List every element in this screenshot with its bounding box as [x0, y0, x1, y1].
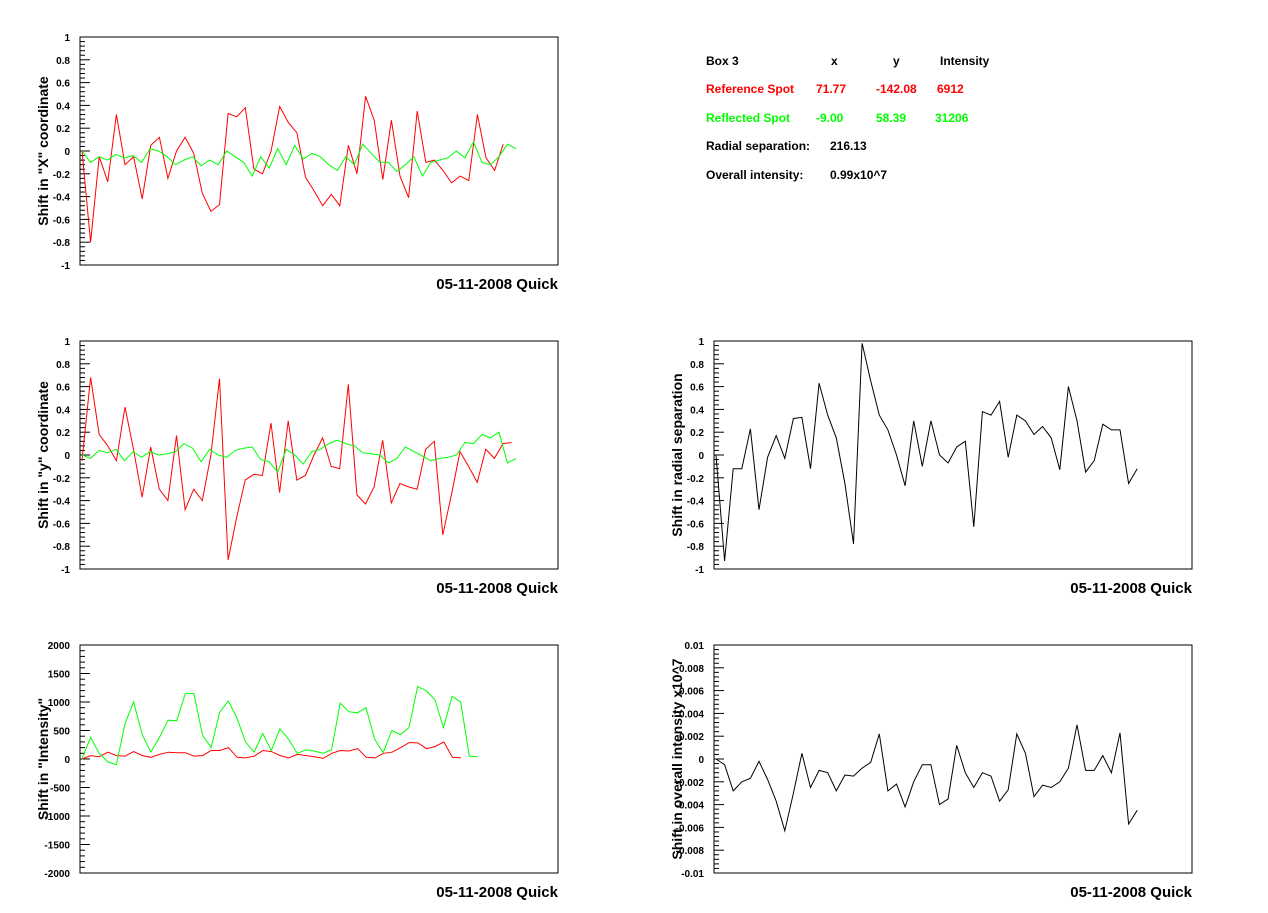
- y-tick-label: -0.006: [676, 823, 705, 834]
- series-line-reference: [81, 377, 512, 560]
- y-tick-label: 500: [53, 727, 70, 738]
- y-tick-label: 1: [64, 337, 70, 348]
- y-tick-label: 0: [64, 451, 70, 462]
- y-tick-label: 0: [698, 451, 704, 462]
- y-tick-label: 0.2: [56, 124, 70, 135]
- y-tick-label: -0.2: [53, 170, 71, 181]
- y-tick-label: -1: [695, 565, 704, 576]
- reflected-spot-y: 58.39: [876, 111, 906, 125]
- reference-spot-y: -142.08: [876, 82, 917, 96]
- reference-spot-label: Reference Spot: [706, 82, 794, 96]
- y-tick-label: 2000: [48, 641, 71, 652]
- y-tick-label: -0.004: [676, 801, 705, 812]
- date-footer: 05-11-2008 Quick: [436, 276, 558, 293]
- charts-group: 1 0.8 0.6 0.4 0.2 0 -0.2 -0.4 -0.6 -0.8 -1 Shift in…: [35, 33, 1193, 901]
- y-tick-label: 0.006: [679, 687, 704, 698]
- y-tick-label: 0.4: [56, 405, 70, 416]
- y-tick-label: 0.2: [56, 428, 70, 439]
- y-tick-label: -1: [61, 565, 70, 576]
- chart-radial_shift: 1 0.8 0.6 0.4 0.2 0 -0.2 -0.4 -0.6 -0.8 -1 Shift in…: [669, 337, 1193, 597]
- y-tick-label: -0.8: [53, 542, 71, 553]
- y-tick-label: 0.01: [685, 641, 705, 652]
- y-tick-label: 0.4: [56, 101, 70, 112]
- y-tick-label: 0.6: [56, 383, 70, 394]
- y-tick-label: 0.8: [56, 360, 70, 371]
- y-tick-label: -0.008: [676, 846, 705, 857]
- date-footer: 05-11-2008 Quick: [1070, 884, 1192, 901]
- y-tick-label: 0.2: [690, 428, 704, 439]
- y-tick-label: -0.4: [53, 497, 71, 508]
- y-tick-label: 0.002: [679, 732, 704, 743]
- y-tick-label: -0.002: [676, 778, 705, 789]
- y-tick-label: -0.4: [53, 193, 71, 204]
- y-tick-label: -0.2: [687, 474, 705, 485]
- chart-x_shift: 1 0.8 0.6 0.4 0.2 0 -0.2 -0.4 -0.6 -0.8 -1 Shift in…: [35, 33, 559, 293]
- y-axis-label: Shift in radial separation: [669, 373, 685, 536]
- radial-separation-label: Radial separation:: [706, 139, 810, 153]
- y-tick-label: -0.6: [53, 215, 71, 226]
- chart-overall_intensity_shift: 0.01 0.008 0.006 0.004 0.002 0 -0.002 -0.004 -0.…: [669, 641, 1193, 901]
- series-line-single: [715, 724, 1138, 833]
- info-header-intensity: Intensity: [940, 54, 990, 68]
- y-axis-label: Shift in "y" coordinate: [35, 381, 51, 529]
- y-tick-label: -0.8: [53, 238, 71, 249]
- info-header-y: y: [893, 54, 900, 68]
- info-header-box: Box 3: [706, 54, 739, 68]
- y-tick-label: 0.6: [690, 383, 704, 394]
- y-tick-label: -0.2: [53, 474, 71, 485]
- chart-y_shift: 1 0.8 0.6 0.4 0.2 0 -0.2 -0.4 -0.6 -0.8 -1 Shift in…: [35, 337, 559, 597]
- plot-frame: [79, 340, 559, 570]
- y-axis-label: Shift in overall intensity x10^7: [669, 658, 685, 859]
- radial-separation-value: 216.13: [830, 139, 867, 153]
- series-line-reflected: [81, 140, 517, 178]
- y-tick-label: 0.8: [56, 56, 70, 67]
- series-line-reflected: [81, 431, 517, 474]
- y-tick-label: -500: [50, 784, 70, 795]
- info-header-x: x: [831, 54, 838, 68]
- y-tick-label: -0.8: [687, 542, 705, 553]
- date-footer: 05-11-2008 Quick: [436, 884, 558, 901]
- y-tick-label: 0.8: [690, 360, 704, 371]
- reflected-spot-x: -9.00: [816, 111, 844, 125]
- y-tick-label: -0.6: [687, 519, 705, 530]
- y-tick-label: 0.008: [679, 664, 704, 675]
- reference-spot-intensity: 6912: [937, 82, 964, 96]
- y-tick-label: 0.004: [679, 709, 704, 720]
- y-tick-label: -0.01: [681, 869, 704, 880]
- y-tick-label: -1500: [44, 841, 70, 852]
- reflected-spot-intensity: 31206: [935, 111, 969, 125]
- series-line-reference: [81, 741, 462, 760]
- y-tick-label: 1500: [48, 670, 71, 681]
- plot-frame: [713, 644, 1193, 874]
- y-tick-label: -1000: [44, 812, 70, 823]
- y-tick-label: 0: [64, 755, 70, 766]
- date-footer: 05-11-2008 Quick: [436, 580, 558, 597]
- reference-spot-x: 71.77: [816, 82, 846, 96]
- y-tick-label: 1: [698, 337, 704, 348]
- overall-intensity-value: 0.99x10^7: [830, 168, 887, 182]
- plot-frame: [79, 36, 559, 266]
- y-tick-label: -2000: [44, 869, 70, 880]
- series-line-single: [715, 343, 1138, 562]
- y-axis-label: Shift in "Intensity": [35, 698, 51, 820]
- info-box: Box 3 x y Intensity Reference Spot 71.77…: [706, 54, 990, 182]
- y-tick-label: -0.4: [687, 497, 705, 508]
- y-tick-label: 0: [64, 147, 70, 158]
- chart-intensity_shift: 2000 1500 1000 500 0 -500 -1000 -1500 -2000 Shift…: [35, 641, 559, 901]
- y-tick-label: -1: [61, 261, 70, 272]
- overall-intensity-label: Overall intensity:: [706, 168, 803, 182]
- y-tick-label: 0.6: [56, 79, 70, 90]
- y-tick-label: 0.4: [690, 405, 704, 416]
- y-tick-label: 0: [698, 755, 704, 766]
- y-tick-label: 1000: [48, 698, 71, 709]
- plot-frame: [79, 644, 559, 874]
- y-tick-label: 1: [64, 33, 70, 44]
- series-line-reference: [81, 96, 504, 243]
- y-tick-label: -0.6: [53, 519, 71, 530]
- reflected-spot-label: Reflected Spot: [706, 111, 790, 125]
- series-line-reflected: [81, 685, 478, 766]
- date-footer: 05-11-2008 Quick: [1070, 580, 1192, 597]
- y-axis-label: Shift in "X" coordinate: [35, 76, 51, 226]
